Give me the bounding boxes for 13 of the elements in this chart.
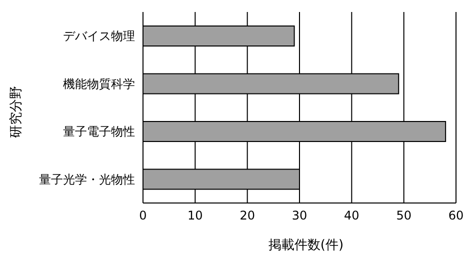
- x-tick-label: 40: [344, 208, 360, 223]
- y-tick-label: 量子光学・光物性: [39, 172, 135, 186]
- x-axis-title: 掲載件数(件): [267, 237, 345, 254]
- y-axis-title: 研究分野: [8, 85, 25, 140]
- y-tick-label: 機能物質科学: [63, 76, 135, 91]
- y-tick-label: 量子電子物性: [63, 124, 135, 139]
- x-tick-label: 20: [240, 208, 255, 223]
- x-tick-label: 50: [396, 208, 412, 223]
- x-tick-label: 60: [448, 208, 464, 223]
- y-tick-label: デバイス物理: [63, 29, 135, 44]
- x-tick-label: 10: [188, 208, 203, 223]
- x-tick-label: 0: [139, 208, 147, 223]
- x-tick-label: 30: [292, 208, 308, 223]
